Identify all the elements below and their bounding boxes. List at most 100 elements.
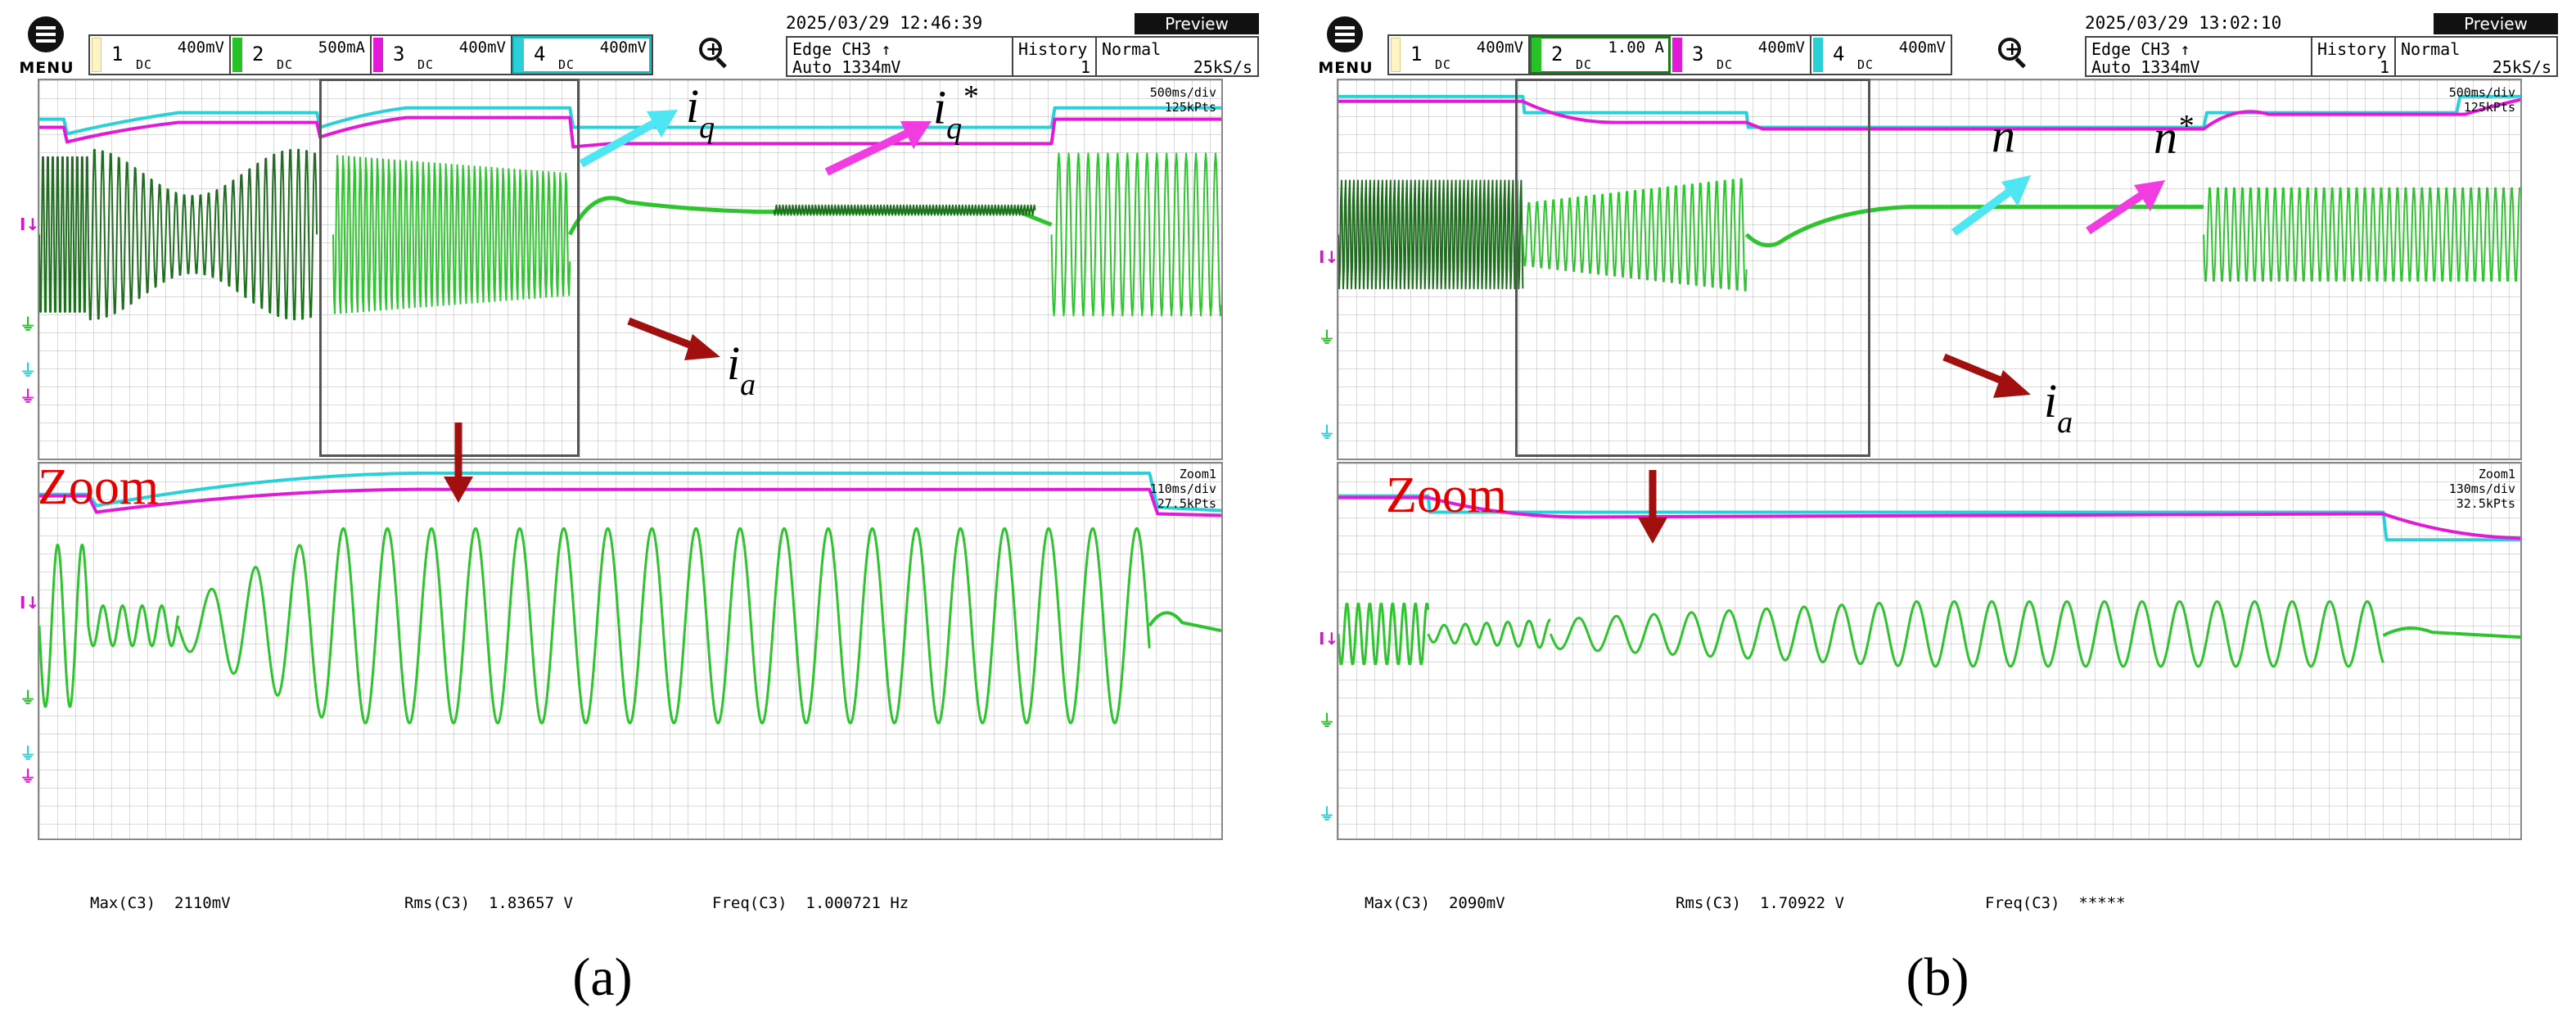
menu-button[interactable]: MENU [18, 13, 75, 79]
ia-zoom-trace [2382, 626, 2520, 640]
measurement-value: 2090mV [1448, 894, 1505, 912]
ia-zoom-trace [1549, 600, 2384, 668]
zoom-waveform-screen[interactable]: Zoom1 110ms/div 27.5kPts [38, 462, 1223, 840]
zoom-points: 27.5kPts [1157, 496, 1216, 511]
measurement-value: ***** [2078, 894, 2126, 912]
zoom-timebase-info: Zoom1 130ms/div 32.5kPts [2449, 467, 2515, 511]
ia-zoom-trace [1338, 603, 1430, 666]
main-points: 125kPts [1164, 100, 1216, 115]
zoom-in-icon[interactable]: + [697, 36, 732, 70]
ia-label: ia [2044, 373, 2073, 440]
channel-color-swatch [1391, 38, 1401, 72]
zoom-waveform-screen[interactable]: Zoom1 130ms/div 32.5kPts [1337, 462, 2522, 840]
ia-trace [1338, 179, 1524, 290]
capture-datetime: 2025/03/29 13:02:10 [2085, 13, 2282, 33]
measurement-freq: Freq(C3) ***** [1985, 894, 2126, 912]
measurement-rms: Rms(C3) 1.83657 V [404, 894, 573, 912]
ia-zoom-trace [1427, 618, 1551, 649]
main-timebase-info: 500ms/div 125kPts [1150, 85, 1216, 115]
n-zoom-trace [1338, 494, 2520, 542]
n-label: n [1992, 108, 2015, 163]
zoom-channel-3-marker: ⏚ [20, 766, 36, 786]
measurement-name: Max(C3) [1365, 894, 1431, 912]
ia-trace [567, 196, 1053, 236]
channel-scale: 400mV [177, 38, 224, 56]
n-ref-symbol: n [2154, 110, 2177, 164]
ia-zoom-trace [39, 544, 90, 708]
measurement-max: Max(C3) 2110mV [90, 894, 231, 912]
channel-number: 3 [393, 43, 405, 66]
main-waveform-screen[interactable]: 500ms/div 125kPts [1337, 79, 2522, 460]
ia-trace [87, 148, 318, 321]
channel-1-button[interactable]: 1 400mV DC [1389, 36, 1530, 74]
channel-color-swatch [514, 38, 524, 72]
oscilloscope-panel-a: MENU 1 400mV DC 2 500mA DC 3 400mV DC [0, 0, 1277, 1035]
zoom-channel-2-marker: ⏚ [20, 688, 36, 707]
iq-ref-zoom-trace [39, 487, 1221, 518]
zoom-timebase: 110ms/div [1149, 481, 1216, 496]
zoom-in-icon[interactable]: + [1996, 36, 2031, 70]
n-ref-trace [1338, 97, 2520, 131]
ia-zoom-trace [1148, 611, 1221, 633]
channel-1-button[interactable]: 1 400mV DC [90, 36, 231, 74]
measurement-name: Freq(C3) [1985, 894, 2060, 912]
acquisition-mode[interactable]: Normal 25kS/s [1097, 36, 1259, 77]
toolbar: MENU 1 400mV DC 2 500mA DC 3 400mV DC [0, 0, 1277, 82]
zoom-name: Zoom1 [1179, 467, 1216, 481]
channel-number: 3 [1692, 43, 1704, 66]
zoom-channel-4-marker: ⏚ [1319, 804, 1335, 824]
channel-2-button[interactable]: 2 1.00 A DC [1530, 36, 1671, 74]
zoom-timebase-info: Zoom1 110ms/div 27.5kPts [1150, 467, 1216, 511]
ia-trace [332, 155, 571, 314]
measurement-value: 1.83657 V [488, 894, 573, 912]
zoom-points: 32.5kPts [2456, 496, 2515, 511]
channel-3-button[interactable]: 3 400mV DC [372, 36, 512, 74]
main-timebase: 500ms/div [2448, 85, 2515, 100]
channel-coupling: DC [1717, 57, 1734, 72]
ia-label: ia [727, 336, 756, 402]
main-waveform-screen[interactable]: 500ms/div 125kPts [38, 79, 1223, 460]
trigger-settings[interactable]: Edge CH3 ↑ Auto 1334mV [2085, 36, 2312, 77]
acquisition-mode[interactable]: Normal 25kS/s [2396, 36, 2558, 77]
channel-4-button[interactable]: 4 400mV DC [512, 36, 652, 74]
channel-coupling: DC [1576, 57, 1593, 72]
trigger-settings[interactable]: Edge CH3 ↑ Auto 1334mV [786, 36, 1013, 77]
ia-subscript: a [2057, 405, 2073, 440]
history-button[interactable]: History 1 [2312, 36, 2396, 77]
main-timebase-info: 500ms/div 125kPts [2449, 85, 2515, 115]
channel-number: 4 [1833, 43, 1845, 66]
zoom-trigger-marker: I↓ [20, 593, 40, 612]
measurement-name: Max(C3) [90, 894, 156, 912]
ia-trace [1744, 205, 2204, 248]
trigger-level: Auto 1334mV [792, 57, 901, 77]
channel-color-swatch [232, 38, 242, 72]
channel-4-ground-marker: ⏚ [1319, 423, 1335, 442]
channel-scale: 1.00 A [1608, 38, 1664, 56]
measurement-name: Rms(C3) [404, 894, 471, 912]
toolbar: MENU 1 400mV DC 2 1.00 A DC 3 400mV DC [1299, 0, 2576, 82]
channel-scale: 400mV [1757, 38, 1805, 56]
ia-zoom-trace [177, 527, 1151, 725]
n-ref-superscript: * [2177, 109, 2193, 143]
zoom-annotation: Zoom [38, 459, 160, 515]
ia-trace [1050, 152, 1221, 317]
channel-strip: 1 400mV DC 2 1.00 A DC 3 400mV DC 4 400m… [1387, 34, 1952, 75]
n-ref-zoom-trace [1338, 495, 2520, 540]
iq-ref-subscript: q [946, 111, 963, 146]
channel-coupling: DC [136, 57, 153, 72]
channel-number: 2 [1551, 43, 1563, 66]
channel-4-button[interactable]: 4 400mV DC [1811, 36, 1951, 74]
channel-3-button[interactable]: 3 400mV DC [1671, 36, 1811, 74]
zoom-annotation: Zoom [1386, 468, 1508, 523]
main-waveforms [39, 106, 1221, 321]
ia-symbol: i [727, 337, 741, 390]
main-timebase: 500ms/div [1149, 85, 1216, 100]
history-button[interactable]: History 1 [1013, 36, 1097, 77]
menu-button[interactable]: MENU [1317, 13, 1374, 79]
channel-2-button[interactable]: 2 500mA DC [231, 36, 372, 74]
channel-scale: 400mV [1898, 38, 1946, 56]
oscilloscope-panel-b: MENU 1 400mV DC 2 1.00 A DC 3 400mV DC [1299, 0, 2576, 1035]
channel-color-swatch [373, 38, 383, 72]
zoom-timebase: 130ms/div [2448, 481, 2515, 496]
ia-subscript: a [740, 367, 756, 402]
